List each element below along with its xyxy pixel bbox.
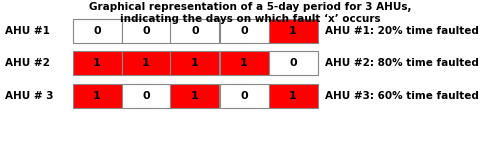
Text: AHU #1: 20% time faulted: AHU #1: 20% time faulted	[325, 26, 479, 36]
Text: Graphical representation of a 5-day period for 3 AHUs,
indicating the days on wh: Graphical representation of a 5-day peri…	[89, 2, 411, 24]
Bar	[268, 19, 318, 43]
Text: 0: 0	[240, 26, 248, 36]
Text: 0: 0	[191, 26, 199, 36]
Text: 1: 1	[289, 91, 297, 101]
Text: 1: 1	[240, 58, 248, 68]
Text: 0: 0	[240, 91, 248, 101]
Text: 0: 0	[93, 26, 101, 36]
Text: 0: 0	[289, 58, 297, 68]
Text: 1: 1	[142, 58, 150, 68]
Text: 1: 1	[191, 58, 199, 68]
Text: AHU #2: 80% time faulted: AHU #2: 80% time faulted	[325, 58, 479, 68]
Text: AHU #3: 60% time faulted: AHU #3: 60% time faulted	[325, 91, 479, 101]
Bar	[170, 19, 220, 43]
Text: 0: 0	[142, 26, 150, 36]
Text: AHU # 3: AHU # 3	[5, 91, 54, 101]
Bar	[122, 51, 170, 75]
Bar	[72, 84, 122, 108]
Bar	[268, 51, 318, 75]
Text: 1: 1	[93, 91, 101, 101]
Text: 1: 1	[93, 58, 101, 68]
Text: 1: 1	[289, 26, 297, 36]
Bar	[268, 84, 318, 108]
Text: AHU #2: AHU #2	[5, 58, 50, 68]
Bar	[72, 19, 122, 43]
Bar	[220, 19, 268, 43]
Bar	[220, 84, 268, 108]
Bar	[122, 19, 170, 43]
Bar	[170, 51, 220, 75]
Text: 0: 0	[142, 91, 150, 101]
Bar	[170, 84, 220, 108]
Bar	[122, 84, 170, 108]
Text: 1: 1	[191, 91, 199, 101]
Bar	[220, 51, 268, 75]
Bar	[72, 51, 122, 75]
Text: AHU #1: AHU #1	[5, 26, 50, 36]
